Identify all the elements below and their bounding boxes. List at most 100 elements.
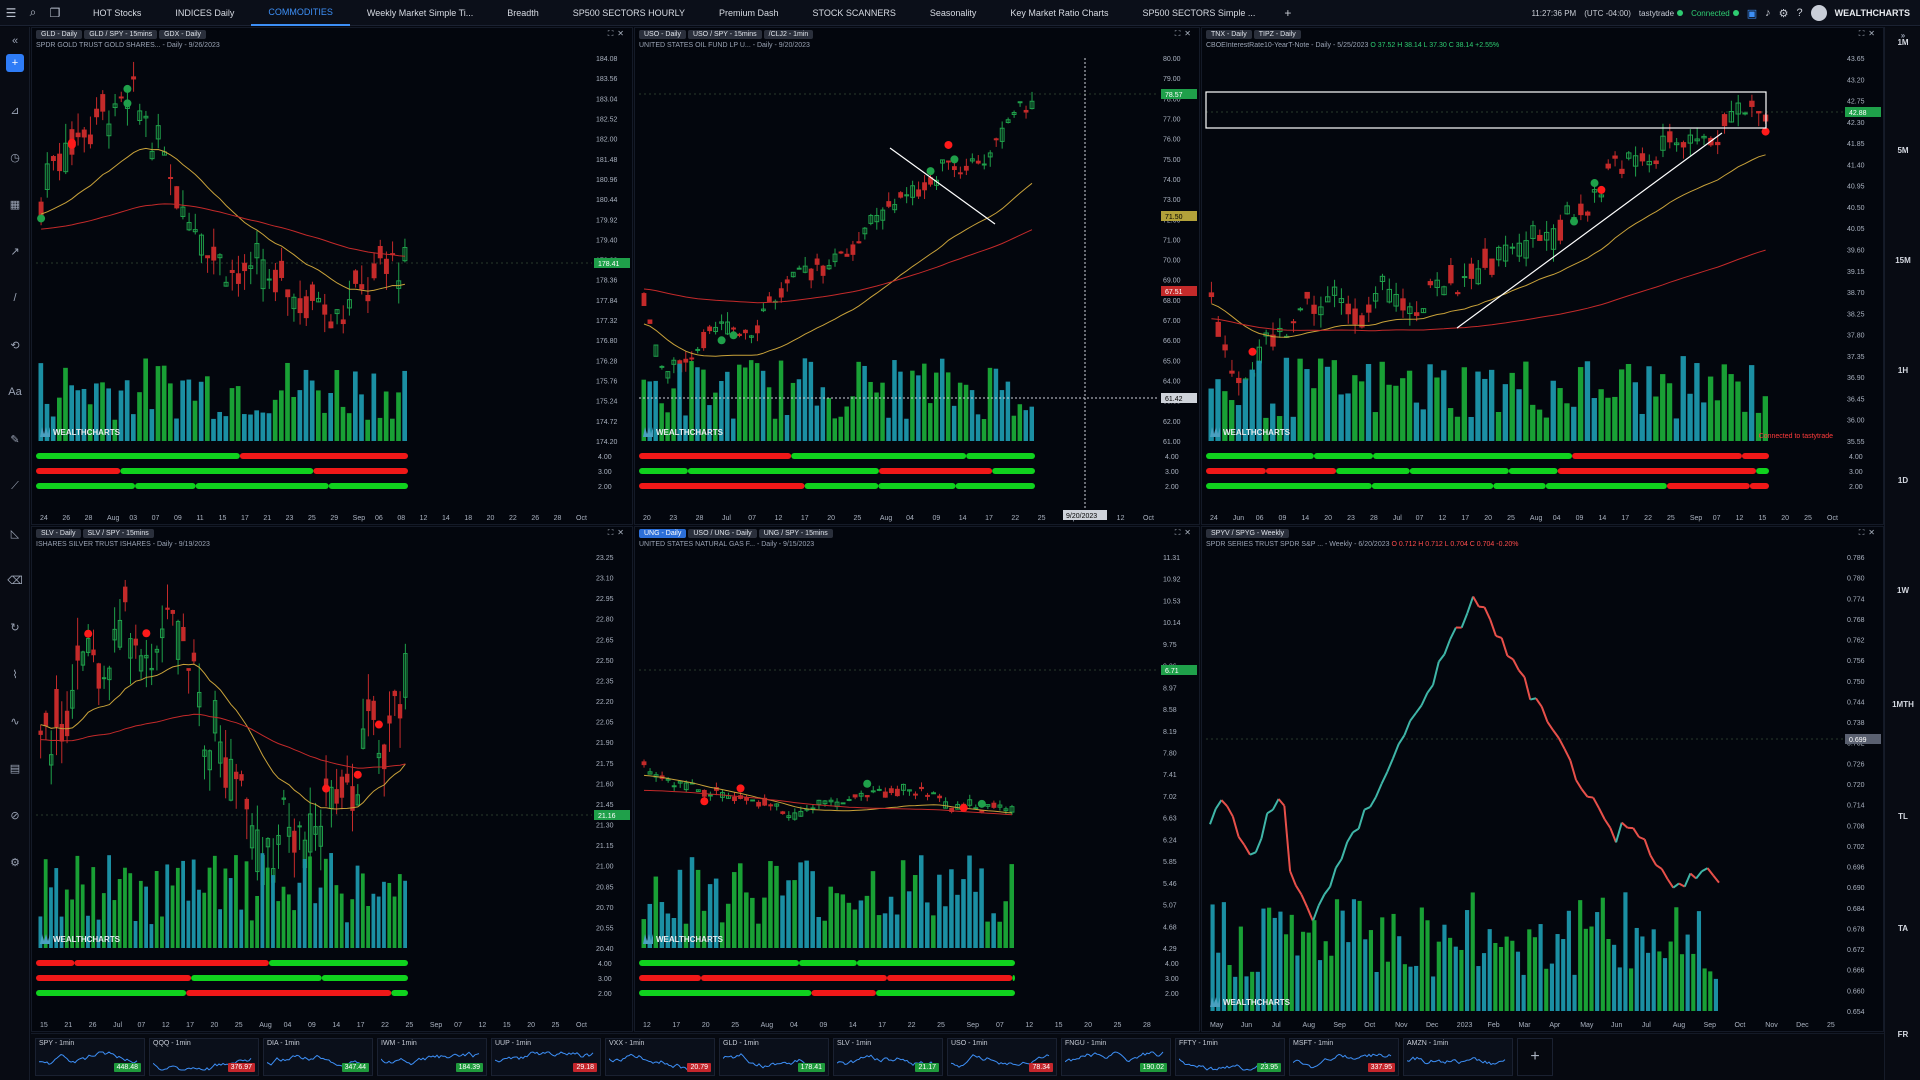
clock-icon[interactable]: ◷: [10, 151, 20, 164]
refresh-icon[interactable]: ↻: [10, 621, 20, 634]
tab-7[interactable]: STOCK SCANNERS: [812, 7, 896, 18]
ruler-icon[interactable]: ⟋: [11, 479, 19, 492]
symbol-tab[interactable]: SLV / SPY - 15mins: [82, 529, 154, 538]
symbol-tab[interactable]: GDX - Daily: [159, 30, 207, 39]
trendline-drawing[interactable]: [1456, 132, 1723, 329]
ticker-card[interactable]: QQQ - 1min 376.97: [149, 1038, 259, 1076]
symbol-tab[interactable]: SLV - Daily: [36, 529, 81, 538]
avatar[interactable]: [1810, 5, 1827, 21]
ticker-card[interactable]: IWM - 1min 184.39: [377, 1038, 487, 1076]
tab-9[interactable]: Key Market Ratio Charts: [1010, 7, 1109, 18]
close-icon[interactable]: ✕: [1184, 29, 1195, 38]
symbol-tab[interactable]: GLD / SPY - 15mins: [84, 30, 158, 39]
collapse-icon[interactable]: «: [11, 35, 19, 47]
tab-4[interactable]: Breadth: [507, 7, 539, 18]
close-icon[interactable]: ✕: [617, 29, 628, 38]
indicator-icon[interactable]: ⌇: [12, 668, 18, 681]
ticker-card[interactable]: SPY - 1min 448.48: [35, 1038, 145, 1076]
chart-canvas[interactable]: 184.08183.56183.04182.52182.00181.48180.…: [32, 28, 633, 525]
expand-icon[interactable]: »: [1900, 31, 1906, 40]
chart-panel-1[interactable]: GLD - Daily GLD / SPY - 15mins GDX - Daily…: [31, 27, 633, 525]
symbol-tab[interactable]: USO / UNG - Daily: [688, 529, 757, 538]
crosshair-icon[interactable]: +: [6, 54, 24, 72]
eraser-icon[interactable]: ⌫: [7, 574, 23, 587]
tab-10[interactable]: SP500 SECTORS Simple ...: [1142, 7, 1256, 18]
maximize-icon[interactable]: ⛶: [1174, 528, 1185, 537]
ticker-card[interactable]: AMZN - 1min: [1403, 1038, 1513, 1076]
symbol-tab[interactable]: UNG - Daily: [639, 529, 687, 538]
template-icon[interactable]: ▤: [9, 762, 21, 775]
chart-panel-6[interactable]: SPYV / SPYG - Weekly ⛶✕ SPDR SERIES TRUST …: [1201, 526, 1884, 1032]
close-icon[interactable]: ✕: [1868, 29, 1879, 38]
ticker-card[interactable]: GLD - 1min 178.41: [719, 1038, 829, 1076]
tab-5[interactable]: SP500 SECTORS HOURLY: [572, 7, 685, 18]
symbol-tab[interactable]: USO - Daily: [639, 30, 686, 39]
chart-canvas[interactable]: 43.65 43.20 42.75 42.30 41.85 41.40 40.95 40.50…: [1202, 28, 1884, 525]
tab-3[interactable]: Weekly Market Simple Ti...: [366, 7, 474, 18]
tab-8[interactable]: Seasonality: [929, 7, 977, 18]
hamburger-menu-icon[interactable]: ☰: [5, 5, 17, 20]
timezone[interactable]: (UTC -04:00): [1584, 8, 1631, 18]
ticker-card[interactable]: FNGU - 1min 190.02: [1061, 1038, 1171, 1076]
chart-canvas[interactable]: 80.00 79.00 78.00 77.00 76.00 75.00 74.00 73.00…: [635, 28, 1200, 525]
chart-panel-4[interactable]: SLV - Daily SLV / SPY - 15mins ⛶✕ ISHARES S…: [31, 526, 633, 1032]
timeframe-1d[interactable]: 1D: [1897, 476, 1909, 485]
triangle-tool-icon[interactable]: ◺: [10, 527, 20, 540]
chart-canvas[interactable]: 23.25 23.10 22.95 22.80 22.65 22.50 22.35 22.20…: [32, 527, 633, 1032]
chart-panel-2[interactable]: USO - Daily USO / SPY - 15mins/CLJ2 - 1mi…: [634, 27, 1200, 525]
ticker-card[interactable]: SLV - 1min 21.17: [833, 1038, 943, 1076]
timeframe-tl[interactable]: TL: [1898, 812, 1908, 821]
calendar-icon[interactable]: ▦: [9, 198, 21, 211]
help-icon[interactable]: ?: [1796, 7, 1803, 19]
layouts-icon[interactable]: ❐: [49, 5, 61, 20]
symbol-tab[interactable]: SPYV / SPYG - Weekly: [1206, 529, 1290, 538]
add-tab-button[interactable]: +: [1284, 5, 1292, 20]
ticker-card[interactable]: DIA - 1min 347.44: [263, 1038, 373, 1076]
close-icon[interactable]: ✕: [1868, 528, 1879, 537]
ticker-card[interactable]: UUP - 1min 29.18: [491, 1038, 601, 1076]
maximize-icon[interactable]: ⛶: [1858, 528, 1869, 537]
close-icon[interactable]: ✕: [617, 528, 628, 537]
ticker-card[interactable]: USO - 1min 78.34: [947, 1038, 1057, 1076]
line-tool-icon[interactable]: /: [13, 292, 17, 304]
symbol-tab[interactable]: GLD - Daily: [36, 30, 83, 39]
symbol-tab[interactable]: USO / SPY - 15mins: [687, 30, 762, 39]
reset-icon[interactable]: ⊘: [10, 809, 20, 822]
timeframe-1h[interactable]: 1H: [1897, 366, 1909, 375]
timeframe-1mth[interactable]: 1MTH: [1892, 700, 1914, 709]
fib-icon[interactable]: ⟲: [10, 339, 20, 352]
ticker-card[interactable]: FFTY - 1min 23.95: [1175, 1038, 1285, 1076]
chart-panel-5[interactable]: UNG - Daily USO / UNG - Daily UNG / SPY - …: [634, 526, 1200, 1032]
rectangle-drawing[interactable]: [1205, 91, 1767, 129]
timeframe-1w[interactable]: 1W: [1897, 586, 1909, 595]
symbol-tab[interactable]: /CLJ2 - 1min: [763, 30, 814, 39]
maximize-icon[interactable]: ⛶: [607, 29, 618, 38]
broker-name[interactable]: tastytrade: [1639, 9, 1684, 18]
measure-icon[interactable]: ⊿: [10, 104, 20, 117]
add-ticker-button[interactable]: +: [1517, 1038, 1553, 1076]
tab-6[interactable]: Premium Dash: [719, 7, 779, 18]
ticker-card[interactable]: VXX - 1min 20.79: [605, 1038, 715, 1076]
timeframe-15m[interactable]: 15M: [1895, 256, 1911, 265]
text-tool-icon[interactable]: Aa: [8, 386, 22, 398]
symbol-tab[interactable]: TIPZ - Daily: [1253, 30, 1301, 39]
trend-icon[interactable]: ↗: [10, 245, 20, 258]
wave-tool-icon[interactable]: ∿: [10, 715, 20, 728]
trendline-drawing[interactable]: [889, 147, 996, 225]
layout-save-icon[interactable]: ▣: [1746, 7, 1758, 20]
maximize-icon[interactable]: ⛶: [1858, 29, 1869, 38]
chart-canvas[interactable]: 0.786 0.780 0.774 0.768 0.762 0.756 0.750 0.744…: [1202, 527, 1884, 1032]
ticker-card[interactable]: MSFT - 1min 337.95: [1289, 1038, 1399, 1076]
gear-icon[interactable]: ⚙: [1778, 7, 1789, 20]
chart-canvas[interactable]: 11.3110.9210.5310.149.759.368.978.588.19…: [635, 527, 1200, 1032]
tab-1[interactable]: INDICES Daily: [175, 7, 235, 18]
tab-2[interactable]: COMMODITIES: [251, 0, 350, 26]
close-icon[interactable]: ✕: [1184, 528, 1195, 537]
maximize-icon[interactable]: ⛶: [1174, 29, 1185, 38]
timeframe-fr[interactable]: FR: [1897, 1030, 1909, 1039]
chart-panel-3[interactable]: TNX - Daily TIPZ - Daily ⛶✕ CBOEInterestRat…: [1201, 27, 1884, 525]
bell-icon[interactable]: ♪: [1765, 7, 1771, 19]
timeframe-1m[interactable]: 1M: [1897, 38, 1909, 47]
symbol-tab[interactable]: UNG / SPY - 15mins: [758, 529, 833, 538]
symbol-tab[interactable]: TNX - Daily: [1206, 30, 1252, 39]
